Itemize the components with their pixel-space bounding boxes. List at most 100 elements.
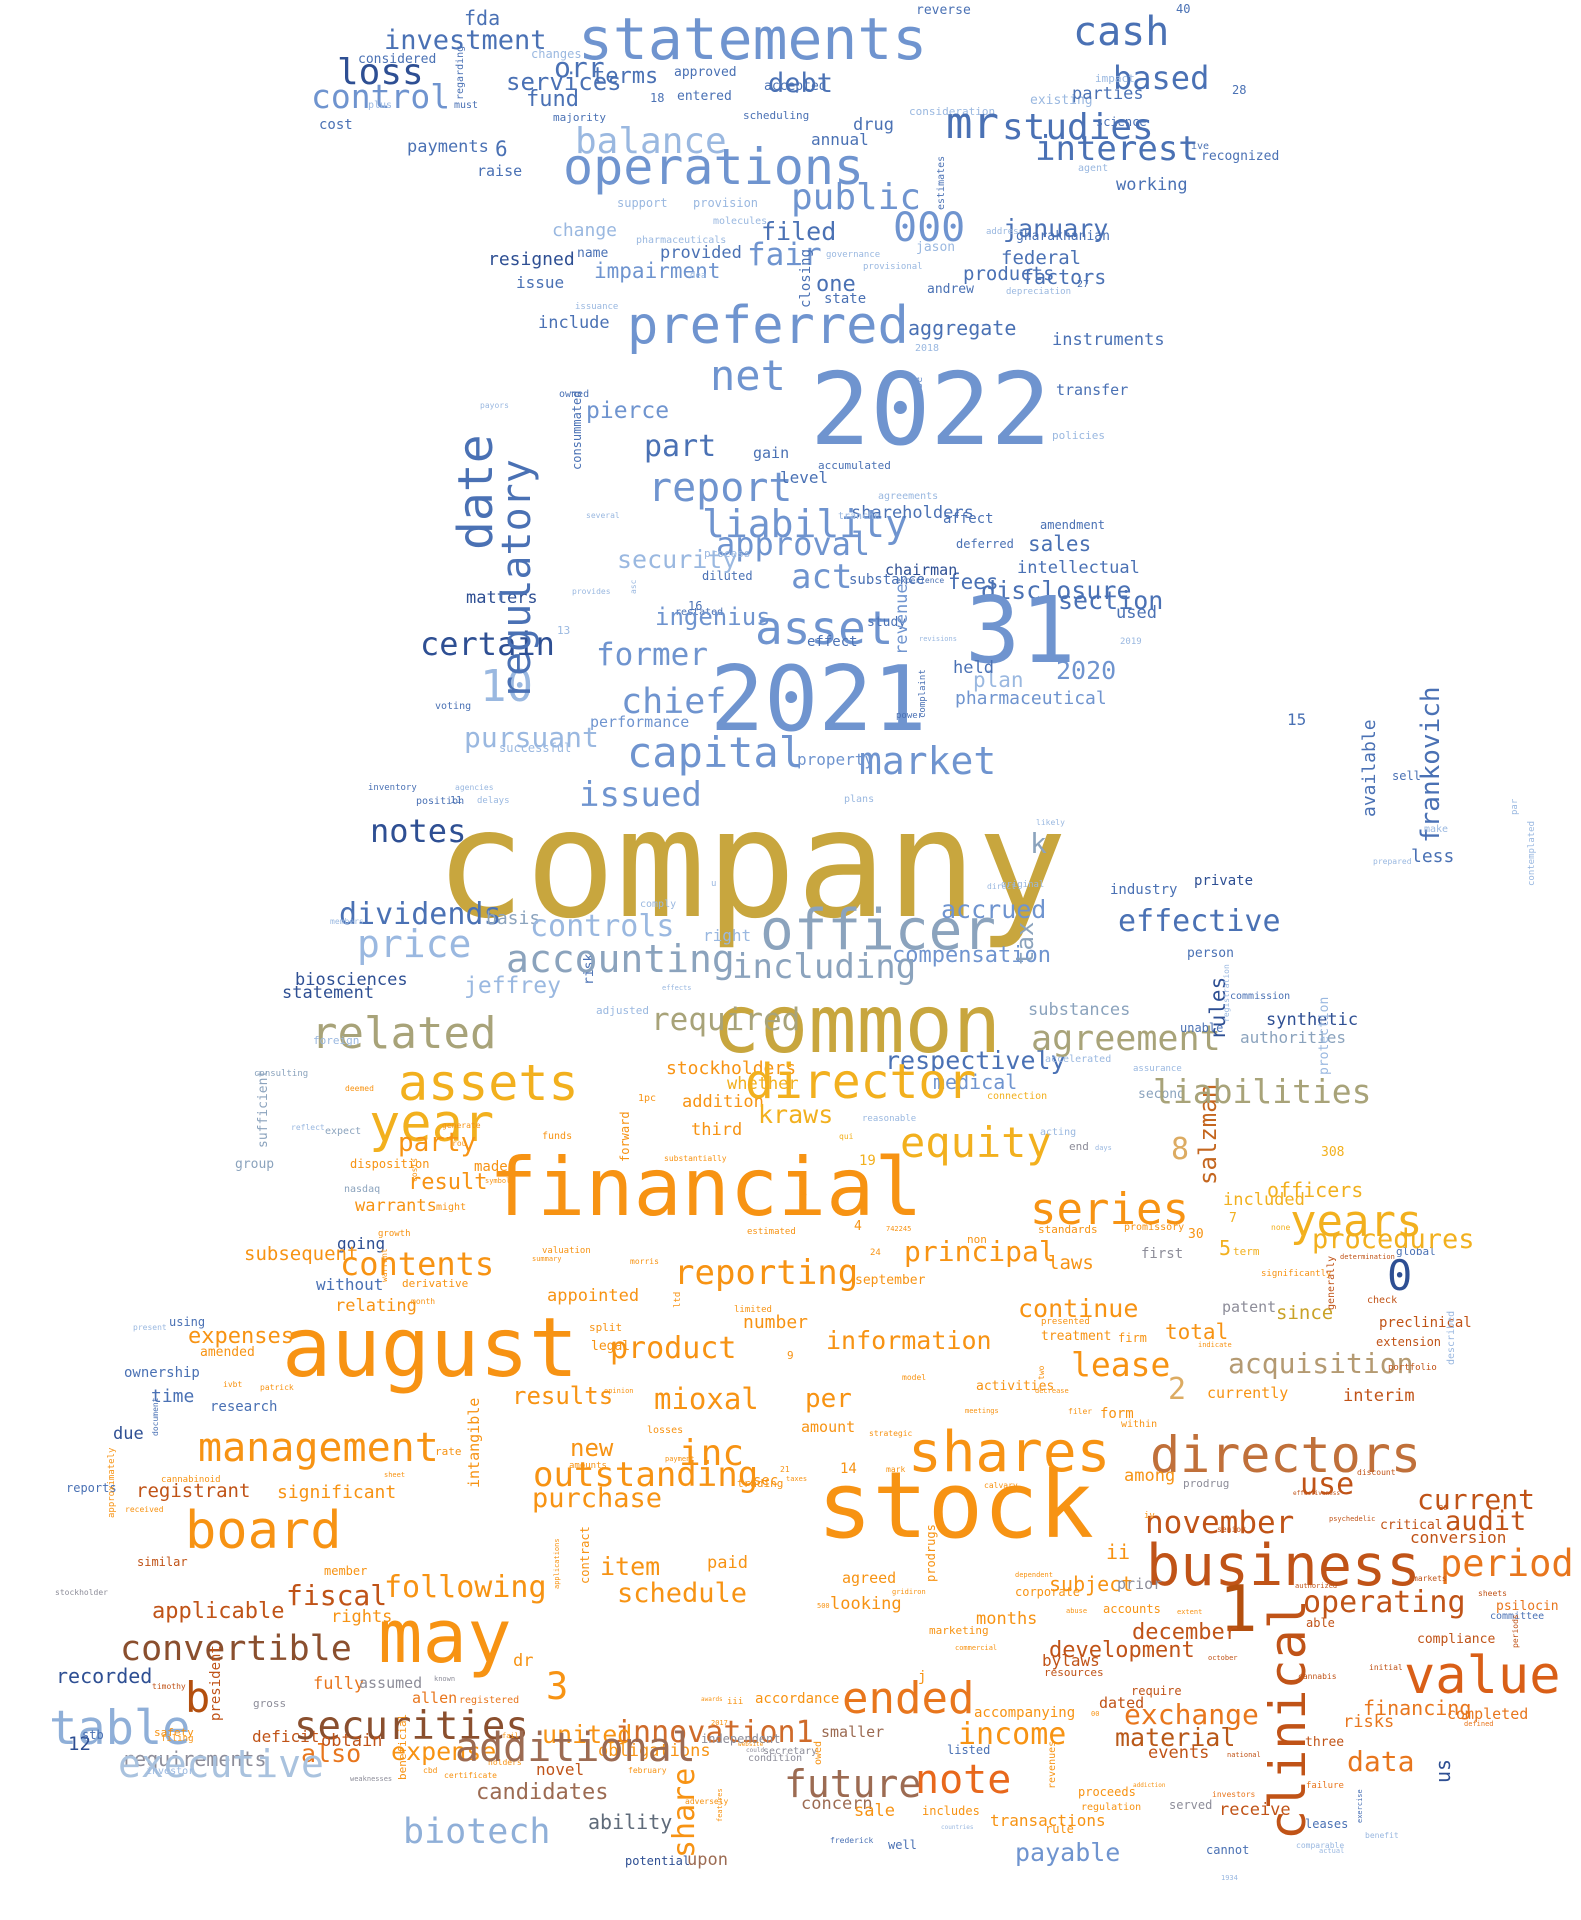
cloud-word-among: among bbox=[1124, 1466, 1176, 1486]
cloud-word-security: security bbox=[617, 545, 738, 574]
cloud-word-going: going bbox=[337, 1234, 386, 1253]
cloud-word-including: including bbox=[732, 947, 917, 987]
cloud-word-applicable: applicable bbox=[152, 1599, 285, 1624]
cloud-word-restated: restated bbox=[675, 607, 724, 618]
cloud-word-financing: financing bbox=[1363, 1696, 1472, 1720]
cloud-word-subject: subject bbox=[1049, 1572, 1134, 1596]
cloud-word-funds: funds bbox=[542, 1131, 573, 1142]
cloud-word-owed: owed bbox=[813, 1740, 824, 1765]
cloud-word-exercise: exercise bbox=[1356, 1789, 1364, 1823]
cloud-word-entered: entered bbox=[677, 89, 732, 104]
cloud-word-plan: plan bbox=[973, 668, 1024, 692]
cloud-word-principal: principal bbox=[904, 1235, 1056, 1268]
cloud-word-based: based bbox=[1113, 59, 1210, 97]
cloud-word-effect: effect bbox=[807, 634, 858, 650]
cloud-word-senior: senior bbox=[1217, 1525, 1246, 1534]
cloud-word-equity: equity bbox=[900, 1118, 1052, 1167]
cloud-word-table: table bbox=[49, 1701, 191, 1756]
cloud-word-fair: fair bbox=[747, 237, 822, 273]
cloud-word-qui: qui bbox=[839, 1132, 854, 1141]
cloud-word-october: october bbox=[1208, 1654, 1238, 1662]
cloud-word-future: future bbox=[784, 1762, 922, 1806]
cloud-word-laws: laws bbox=[1048, 1252, 1094, 1274]
cloud-word-september: september bbox=[855, 1273, 926, 1288]
cloud-word-described: described bbox=[1446, 1310, 1457, 1365]
cloud-word-comply: comply bbox=[640, 899, 677, 910]
cloud-word-7: 7 bbox=[1229, 1211, 1237, 1226]
cloud-word-rate: rate bbox=[435, 1445, 462, 1458]
cloud-word-investors: investors bbox=[1212, 1790, 1256, 1799]
cloud-word-ii: ii bbox=[1106, 1540, 1131, 1564]
cloud-word-depreciation: depreciation bbox=[1006, 287, 1072, 297]
cloud-word-abuse: abuse bbox=[1066, 1607, 1088, 1615]
cloud-word-per: per bbox=[805, 1384, 852, 1414]
cloud-word-approved: approved bbox=[674, 65, 737, 80]
cloud-word-2019: 2019 bbox=[1120, 637, 1142, 647]
cloud-word-raise: raise bbox=[477, 162, 523, 180]
cloud-word-plus: plus bbox=[368, 100, 393, 111]
cloud-word-dated: dated bbox=[1099, 1694, 1145, 1712]
cloud-word-made: made bbox=[474, 1159, 508, 1175]
cloud-word-dea: dea bbox=[690, 271, 707, 281]
cloud-word-make: make bbox=[1424, 824, 1449, 835]
cloud-word-closing: closing bbox=[798, 248, 814, 308]
cloud-word-compliance: compliance bbox=[1417, 1632, 1496, 1647]
cloud-word-stock: stock bbox=[817, 1452, 1094, 1559]
cloud-word-growth: growth bbox=[378, 1229, 411, 1239]
cloud-word-scheduling: scheduling bbox=[743, 109, 810, 122]
cloud-word-28: 28 bbox=[1232, 83, 1247, 97]
cloud-word-pharmaceutical: pharmaceutical bbox=[955, 688, 1107, 709]
cloud-word-warrant: warrant bbox=[380, 1248, 389, 1282]
cloud-word-certain: certain bbox=[420, 625, 555, 663]
cloud-word-portfolio: portfolio bbox=[1388, 1363, 1437, 1373]
cloud-word-executive: executive bbox=[118, 1742, 324, 1786]
cloud-word-certificate: certificate bbox=[444, 1771, 497, 1780]
cloud-word-appointed: appointed bbox=[547, 1286, 640, 1306]
cloud-word-authorities: authorities bbox=[1240, 1028, 1346, 1047]
cloud-word-controls: controls bbox=[530, 909, 675, 944]
cloud-word-require: require bbox=[1131, 1684, 1182, 1698]
cloud-word-net: net bbox=[710, 351, 786, 400]
cloud-word-addition: addition bbox=[682, 1092, 764, 1112]
cloud-word-provision: provision bbox=[693, 196, 759, 210]
cloud-word-ability: ability bbox=[588, 1810, 673, 1834]
cloud-word-impairment: impairment bbox=[594, 259, 721, 283]
cloud-word-lease: lease bbox=[1071, 1345, 1171, 1384]
cloud-word-gharakhanian: gharakhanian bbox=[1016, 229, 1110, 244]
cloud-word-calvary: calvary bbox=[984, 1481, 1018, 1490]
cloud-word-management: management bbox=[198, 1425, 439, 1471]
cloud-word-able: able bbox=[1306, 1616, 1335, 1630]
cloud-word-summary: summary bbox=[532, 1255, 562, 1263]
cloud-word-beneficial: beneficial bbox=[396, 1713, 409, 1780]
cloud-word-basis: basis bbox=[486, 908, 541, 929]
cloud-word-expense: expense bbox=[391, 1737, 497, 1766]
cloud-word-disclosure: disclosure bbox=[981, 576, 1132, 605]
cloud-word-science: science bbox=[1096, 115, 1147, 129]
cloud-word-services: services bbox=[506, 68, 622, 96]
cloud-word-director: director bbox=[745, 1054, 977, 1110]
cloud-word-issued: issued bbox=[579, 775, 702, 815]
cloud-word-dr: dr bbox=[513, 1651, 534, 1671]
cloud-word-2020: 2020 bbox=[1056, 656, 1117, 685]
cloud-word-obtain: obtain bbox=[321, 1731, 383, 1751]
cloud-word-19: 19 bbox=[859, 1153, 876, 1169]
cloud-word-cannot: cannot bbox=[1206, 1843, 1250, 1857]
cloud-word-following: following bbox=[384, 1570, 547, 1605]
cloud-word-cbd: cbd bbox=[423, 1766, 438, 1775]
cloud-word-intellectual: intellectual bbox=[1017, 558, 1140, 578]
cloud-word-use: use bbox=[1300, 1467, 1355, 1502]
cloud-word-mark: mark bbox=[886, 1465, 906, 1474]
cloud-word-approximately: approximately bbox=[107, 1447, 117, 1518]
cloud-word-price: price bbox=[357, 922, 472, 966]
cloud-word-successful: successful bbox=[499, 741, 572, 755]
cloud-word-stb: stb bbox=[82, 1728, 104, 1742]
cloud-word-ltd: ltd bbox=[673, 1291, 683, 1308]
cloud-word-14: 14 bbox=[840, 1461, 857, 1477]
cloud-word-revisions: revisions bbox=[919, 635, 957, 643]
cloud-word-performance: performance bbox=[590, 713, 690, 731]
cloud-word-global: global bbox=[1396, 1245, 1436, 1258]
cloud-word-owned: owned bbox=[559, 389, 590, 400]
cloud-word-fiscal: fiscal bbox=[286, 1579, 388, 1612]
cloud-word-several: several bbox=[586, 511, 620, 520]
cloud-word-estimated: estimated bbox=[747, 1227, 796, 1237]
